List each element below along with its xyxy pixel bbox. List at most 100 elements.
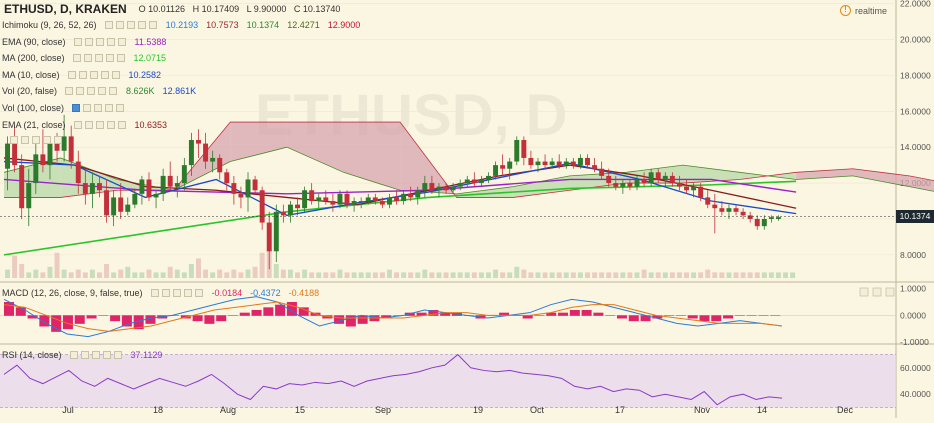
volume-bar xyxy=(556,272,562,278)
indicator-control-icon[interactable] xyxy=(126,21,135,29)
candle-body xyxy=(68,136,74,162)
indicator-control-icon[interactable] xyxy=(137,21,146,29)
indicator-control-icon[interactable] xyxy=(109,87,118,96)
indicator-control-icon[interactable] xyxy=(150,289,159,297)
signal-line xyxy=(3,301,783,332)
indicator-control-icon[interactable] xyxy=(84,37,93,46)
indicator-control-icon[interactable] xyxy=(54,136,62,145)
indicator-control-icon[interactable] xyxy=(65,87,74,96)
indicator-legend[interactable] xyxy=(2,136,63,145)
indicator-control-icon[interactable] xyxy=(83,54,92,63)
indicator-value: 11.5388 xyxy=(134,36,167,47)
indicator-control-icon[interactable] xyxy=(94,104,103,112)
volume-bar xyxy=(429,272,435,278)
indicator-control-icon[interactable] xyxy=(106,37,115,46)
macd-histogram-bar xyxy=(345,315,356,327)
indicator-control-icon[interactable] xyxy=(94,54,103,63)
x-tick-label: Jul xyxy=(62,405,74,415)
indicator-control-icon[interactable] xyxy=(115,21,124,29)
indicator-control-icon[interactable] xyxy=(111,70,120,79)
volume-bar xyxy=(217,269,223,278)
indicator-control-icon[interactable] xyxy=(104,21,113,29)
symbol-header: ETHUSD, D, KRAKEN O 10.01126 H 10.17409 … xyxy=(4,2,345,16)
volume-bar xyxy=(493,269,499,278)
candle-body xyxy=(323,197,329,202)
indicator-control-icon[interactable] xyxy=(194,289,203,297)
x-tick-label: Dec xyxy=(837,405,854,415)
rsi-legend[interactable]: RSI (14, close) 37.1129 xyxy=(2,350,162,360)
indicator-control-icon[interactable] xyxy=(72,54,81,63)
macd-histogram-bar xyxy=(216,315,227,322)
indicator-control-icon[interactable] xyxy=(113,351,122,359)
indicator-control-icon[interactable] xyxy=(148,21,157,29)
indicator-control-icon[interactable] xyxy=(87,87,96,96)
indicator-control-icon[interactable] xyxy=(69,351,78,359)
volume-bar xyxy=(486,272,491,278)
candle-body xyxy=(698,186,704,198)
indicator-control-icon[interactable] xyxy=(32,136,40,145)
macd-histogram-bar xyxy=(569,310,580,316)
x-tick-label: 15 xyxy=(295,405,305,415)
volume-bar xyxy=(627,272,633,278)
indicator-value: 10.1374 xyxy=(246,20,280,30)
macd-tick-label: 1.0000 xyxy=(900,284,926,294)
indicator-control-icon[interactable] xyxy=(105,104,114,112)
symbol-label[interactable]: ETHUSD, D, KRAKEN xyxy=(4,2,127,16)
indicator-control-icon[interactable] xyxy=(105,54,114,63)
indicator-control-icon[interactable] xyxy=(43,136,51,145)
indicator-legend[interactable]: EMA (90, close) 11.5388 xyxy=(2,37,166,47)
candle-body xyxy=(203,143,209,162)
candle-body xyxy=(153,193,159,198)
candle-body xyxy=(556,161,562,166)
volume-bar xyxy=(174,269,180,278)
y-tick-label: 14.0000 xyxy=(900,142,931,152)
candle-body xyxy=(493,165,499,176)
volume-bar xyxy=(705,269,711,278)
realtime-indicator[interactable]: ! realtime xyxy=(840,5,887,16)
volume-bar xyxy=(372,272,378,278)
indicator-control-icon[interactable] xyxy=(102,351,111,359)
indicator-control-icon[interactable] xyxy=(95,120,104,129)
cloud-segment xyxy=(852,168,910,187)
indicator-control-icon[interactable] xyxy=(117,120,126,129)
indicator-legend[interactable]: Ichimoku (9, 26, 52, 26) 10.2193 10.7573 10… xyxy=(2,20,360,30)
indicator-legend[interactable]: Vol (100, close) xyxy=(2,103,125,113)
indicator-legend[interactable]: MA (200, close) 12.0715 xyxy=(2,53,166,63)
indicator-control-icon[interactable] xyxy=(80,351,89,359)
indicator-control-icon[interactable] xyxy=(161,289,170,297)
ohlc-readout: O 10.01126 H 10.17409 L 9.90000 C 10.137… xyxy=(139,4,346,14)
indicator-control-icon[interactable] xyxy=(76,87,85,96)
indicator-control-icon[interactable] xyxy=(116,104,125,112)
indicator-control-icon[interactable] xyxy=(73,37,82,46)
indicator-control-icon[interactable] xyxy=(72,104,81,112)
indicator-control-icon[interactable] xyxy=(83,104,92,112)
macd-legend[interactable]: MACD (12, 26, close, 9, false, true) -0.0… xyxy=(2,288,319,298)
indicator-legend[interactable]: EMA (21, close) 10.6353 xyxy=(2,120,167,130)
indicator-control-icon[interactable] xyxy=(100,70,109,79)
indicator-legend[interactable]: MA (10, close) 10.2582 xyxy=(2,70,161,80)
indicator-control-icon[interactable] xyxy=(67,70,76,79)
indicator-control-icon[interactable] xyxy=(95,37,104,46)
macd-histogram-bar xyxy=(86,315,97,319)
macd-histogram-bar xyxy=(640,315,651,322)
indicator-control-icon[interactable] xyxy=(98,87,107,96)
macd-histogram-bar xyxy=(275,304,286,316)
indicator-control-icon[interactable] xyxy=(91,351,100,359)
indicator-control-icon[interactable] xyxy=(21,136,29,145)
indicator-control-icon[interactable] xyxy=(183,289,192,297)
indicator-control-icon[interactable] xyxy=(116,54,125,63)
indicator-control-icon[interactable] xyxy=(89,70,98,79)
indicator-legend[interactable]: Vol (20, false) 8.626K 12.861K xyxy=(2,86,196,96)
indicator-control-icon[interactable] xyxy=(172,289,181,297)
volume-bar xyxy=(132,272,138,278)
volume-bar xyxy=(563,272,569,278)
indicator-control-icon[interactable] xyxy=(10,136,18,145)
indicator-control-icon[interactable] xyxy=(73,120,82,129)
indicator-control-icon[interactable] xyxy=(106,120,115,129)
indicator-control-icon[interactable] xyxy=(78,70,87,79)
indicator-control-icon[interactable] xyxy=(84,120,93,129)
volume-bar xyxy=(104,264,110,278)
indicator-control-icon[interactable] xyxy=(117,37,126,46)
